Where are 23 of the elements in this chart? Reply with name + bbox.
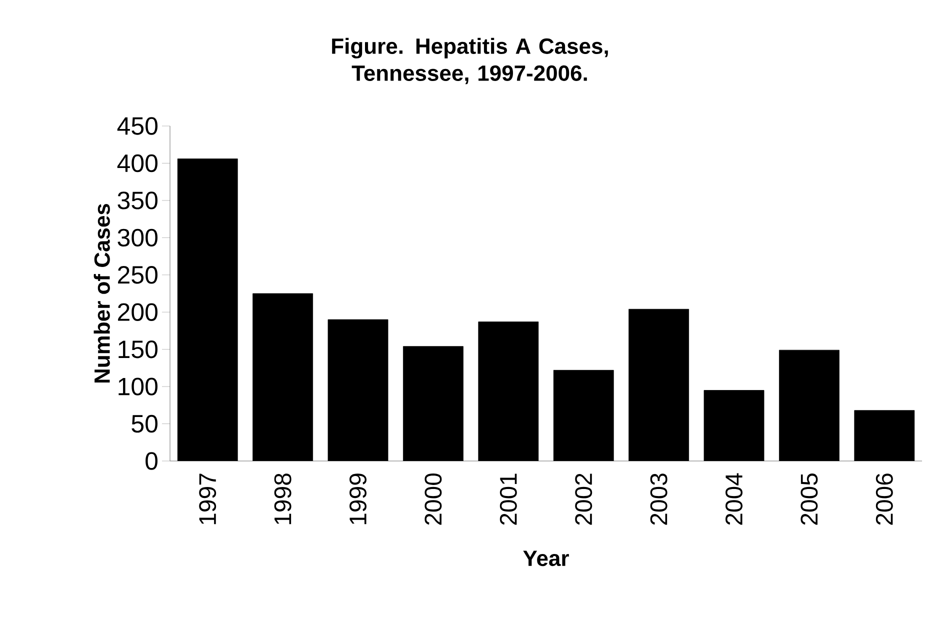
x-tick-label: 1999 (350, 474, 366, 524)
y-tick-label: 300 (118, 228, 158, 247)
chart-title: Figure. Hepatitis A Cases, Tennessee, 1997-2006. (332, 38, 608, 84)
y-tick-label: 0 (146, 452, 158, 470)
y-tick-label: 150 (118, 340, 158, 358)
x-tick-label: 2000 (424, 473, 442, 525)
y-tick-label: 450 (117, 117, 158, 135)
x-tick-label: 1997 (199, 474, 216, 524)
x-axis-title: Year (523, 550, 569, 566)
x-tick-label: 2004 (726, 473, 743, 525)
y-tick-label: 50 (132, 414, 158, 433)
y-tick-label: 350 (118, 192, 158, 210)
x-tick-label: 2006 (876, 474, 893, 525)
y-axis-title: Number of Cases (94, 204, 110, 383)
y-tick-label: 200 (118, 303, 158, 321)
x-tick-label: 2001 (500, 474, 517, 525)
x-tick-label: 1998 (274, 474, 292, 524)
y-tick-label: 400 (117, 154, 158, 172)
y-tick-label: 250 (118, 266, 158, 284)
x-tick-label: 2002 (575, 474, 592, 525)
x-tick-label: 2005 (800, 474, 818, 525)
x-tick-label: 2003 (650, 474, 668, 525)
y-tick-label: 100 (118, 378, 158, 396)
